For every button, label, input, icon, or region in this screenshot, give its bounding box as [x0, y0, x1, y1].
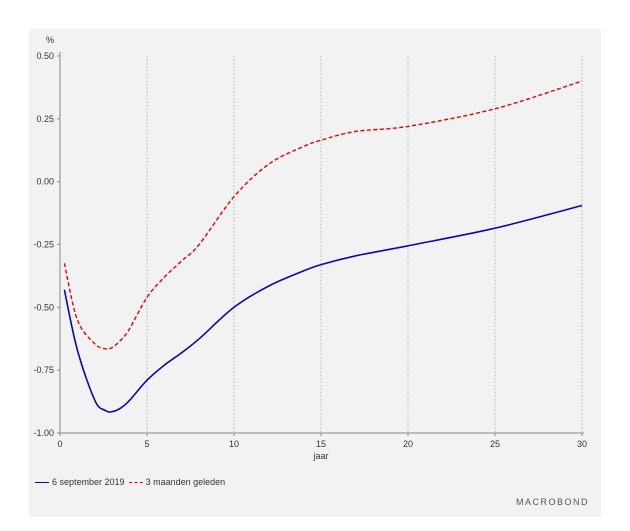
- series-line-3-maanden-geleden: [63, 80, 583, 350]
- series-lines: [63, 80, 583, 413]
- legend-label: 6 september 2019: [52, 477, 125, 487]
- legend-item-3-maanden-geleden: 3 maanden geleden: [128, 477, 226, 487]
- series-line-6-september-2019: [63, 204, 583, 413]
- legend: 6 september 2019 3 maanden geleden: [35, 477, 229, 487]
- axes: [59, 52, 584, 434]
- y-tick-label: -0.25: [33, 240, 54, 250]
- y-axis-ticks: 0.50 0.25 0.00 -0.25 -0.50 -0.75 -1.00: [33, 51, 60, 438]
- x-tick-label: 15: [316, 439, 326, 449]
- y-tick-label: 0.00: [36, 177, 54, 187]
- y-tick-label: 0.25: [36, 114, 54, 124]
- y-tick-label: -1.00: [33, 428, 54, 438]
- x-tick-label: 30: [577, 439, 587, 449]
- legend-label: 3 maanden geleden: [145, 477, 226, 487]
- legend-swatch-dashed: [128, 481, 143, 483]
- x-tick-label: 10: [229, 439, 239, 449]
- x-tick-label: 25: [490, 439, 500, 449]
- x-axis-label: jaar: [312, 451, 328, 461]
- y-tick-label: -0.75: [33, 365, 54, 375]
- yield-curve-chart: 0.50 0.25 0.00 -0.25 -0.50 -0.75 -1.00 0 5 10 15 2…: [33, 35, 587, 461]
- y-tick-label: 0.50: [36, 51, 54, 61]
- y-tick-label: -0.50: [33, 302, 54, 312]
- grid: [146, 56, 583, 433]
- chart-panel: 0.50 0.25 0.00 -0.25 -0.50 -0.75 -1.00 0 5 10 15 2…: [29, 29, 601, 517]
- x-tick-label: 0: [57, 439, 62, 449]
- legend-swatch-solid: [35, 481, 49, 483]
- x-tick-label: 5: [144, 439, 149, 449]
- macrobond-logo: MACROBOND: [515, 497, 589, 507]
- x-tick-label: 20: [403, 439, 413, 449]
- legend-item-6-september-2019: 6 september 2019: [35, 477, 125, 487]
- y-axis-unit-label: %: [46, 35, 54, 45]
- x-axis-ticks: 0 5 10 15 20 25 30: [57, 433, 587, 449]
